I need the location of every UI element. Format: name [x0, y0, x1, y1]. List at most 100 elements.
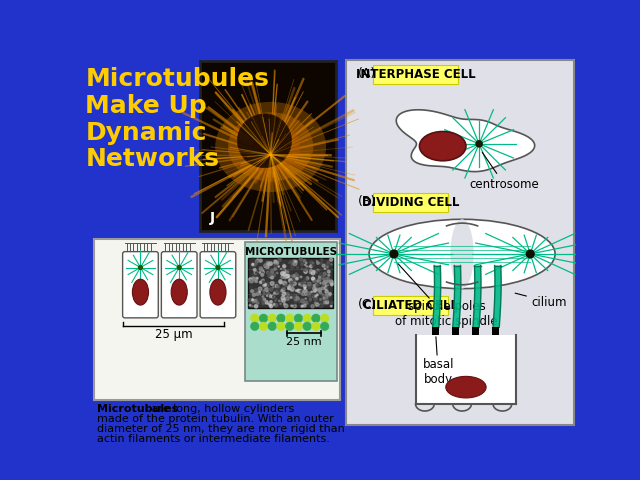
Circle shape — [326, 266, 328, 268]
Circle shape — [280, 272, 284, 276]
Text: cilium: cilium — [515, 293, 567, 309]
Circle shape — [320, 298, 323, 302]
Circle shape — [327, 295, 328, 296]
Text: CILIATED CELL: CILIATED CELL — [363, 299, 458, 312]
Circle shape — [283, 297, 285, 300]
Circle shape — [291, 281, 294, 284]
Circle shape — [281, 268, 282, 269]
Circle shape — [303, 314, 312, 323]
Circle shape — [314, 273, 316, 275]
Circle shape — [291, 263, 293, 265]
Circle shape — [250, 322, 259, 331]
Circle shape — [309, 299, 312, 301]
Bar — [492, 327, 499, 335]
Circle shape — [285, 314, 294, 323]
Text: J: J — [209, 211, 214, 225]
Circle shape — [259, 267, 262, 270]
Circle shape — [292, 295, 296, 299]
Circle shape — [291, 275, 293, 277]
Circle shape — [299, 292, 301, 293]
Circle shape — [289, 270, 292, 273]
Circle shape — [312, 294, 315, 297]
Circle shape — [305, 298, 307, 300]
Circle shape — [312, 314, 320, 323]
Ellipse shape — [237, 114, 292, 168]
Circle shape — [327, 261, 330, 264]
Circle shape — [268, 273, 271, 276]
Circle shape — [310, 298, 311, 300]
Circle shape — [328, 292, 332, 295]
Circle shape — [292, 284, 294, 287]
Circle shape — [273, 295, 276, 299]
Circle shape — [266, 262, 270, 265]
Circle shape — [320, 283, 321, 284]
Bar — [94, 239, 340, 400]
Circle shape — [273, 273, 275, 275]
Circle shape — [476, 141, 482, 147]
Circle shape — [260, 272, 264, 275]
Circle shape — [319, 291, 321, 293]
Circle shape — [309, 270, 312, 274]
Circle shape — [312, 322, 320, 331]
Circle shape — [283, 272, 286, 276]
Text: Microtubules
Make Up
Dynamic
Networks: Microtubules Make Up Dynamic Networks — [85, 67, 269, 171]
Bar — [432, 327, 439, 335]
Circle shape — [304, 268, 307, 271]
Circle shape — [259, 296, 262, 300]
Circle shape — [296, 297, 299, 300]
Circle shape — [283, 270, 285, 272]
Circle shape — [273, 303, 275, 305]
Circle shape — [264, 264, 267, 267]
Circle shape — [295, 295, 297, 297]
Circle shape — [305, 292, 306, 293]
Ellipse shape — [171, 279, 188, 305]
Circle shape — [266, 284, 269, 287]
Circle shape — [296, 290, 297, 291]
Circle shape — [293, 262, 297, 265]
Text: (A): (A) — [358, 67, 376, 80]
Circle shape — [255, 272, 257, 274]
Circle shape — [250, 280, 253, 283]
Circle shape — [293, 282, 296, 285]
Circle shape — [256, 293, 259, 296]
Circle shape — [312, 296, 314, 297]
Circle shape — [330, 304, 332, 306]
Circle shape — [268, 322, 276, 331]
Text: INTERPHASE CELL: INTERPHASE CELL — [356, 68, 475, 81]
Circle shape — [253, 277, 256, 280]
Circle shape — [303, 304, 306, 307]
Circle shape — [312, 271, 314, 272]
Circle shape — [305, 293, 307, 295]
Circle shape — [285, 284, 287, 287]
Circle shape — [250, 314, 259, 323]
Circle shape — [308, 266, 311, 268]
Circle shape — [264, 283, 267, 286]
Circle shape — [301, 263, 303, 265]
Circle shape — [284, 303, 285, 305]
Ellipse shape — [228, 112, 313, 181]
Circle shape — [267, 273, 269, 275]
Bar — [346, 60, 573, 425]
Circle shape — [276, 322, 285, 331]
Circle shape — [313, 289, 316, 292]
Circle shape — [318, 289, 321, 292]
Circle shape — [302, 280, 305, 283]
Circle shape — [291, 284, 292, 285]
Circle shape — [289, 285, 291, 286]
Circle shape — [252, 299, 253, 300]
Circle shape — [304, 278, 307, 282]
Circle shape — [314, 271, 315, 272]
Circle shape — [313, 281, 314, 282]
Circle shape — [259, 272, 260, 273]
Circle shape — [330, 258, 333, 261]
Circle shape — [320, 299, 321, 300]
Circle shape — [274, 260, 277, 263]
Circle shape — [296, 277, 298, 280]
Circle shape — [254, 300, 256, 302]
Circle shape — [264, 299, 266, 300]
Bar — [245, 242, 337, 381]
Circle shape — [260, 269, 264, 272]
Circle shape — [259, 322, 268, 331]
Circle shape — [302, 289, 303, 290]
Circle shape — [252, 293, 255, 296]
